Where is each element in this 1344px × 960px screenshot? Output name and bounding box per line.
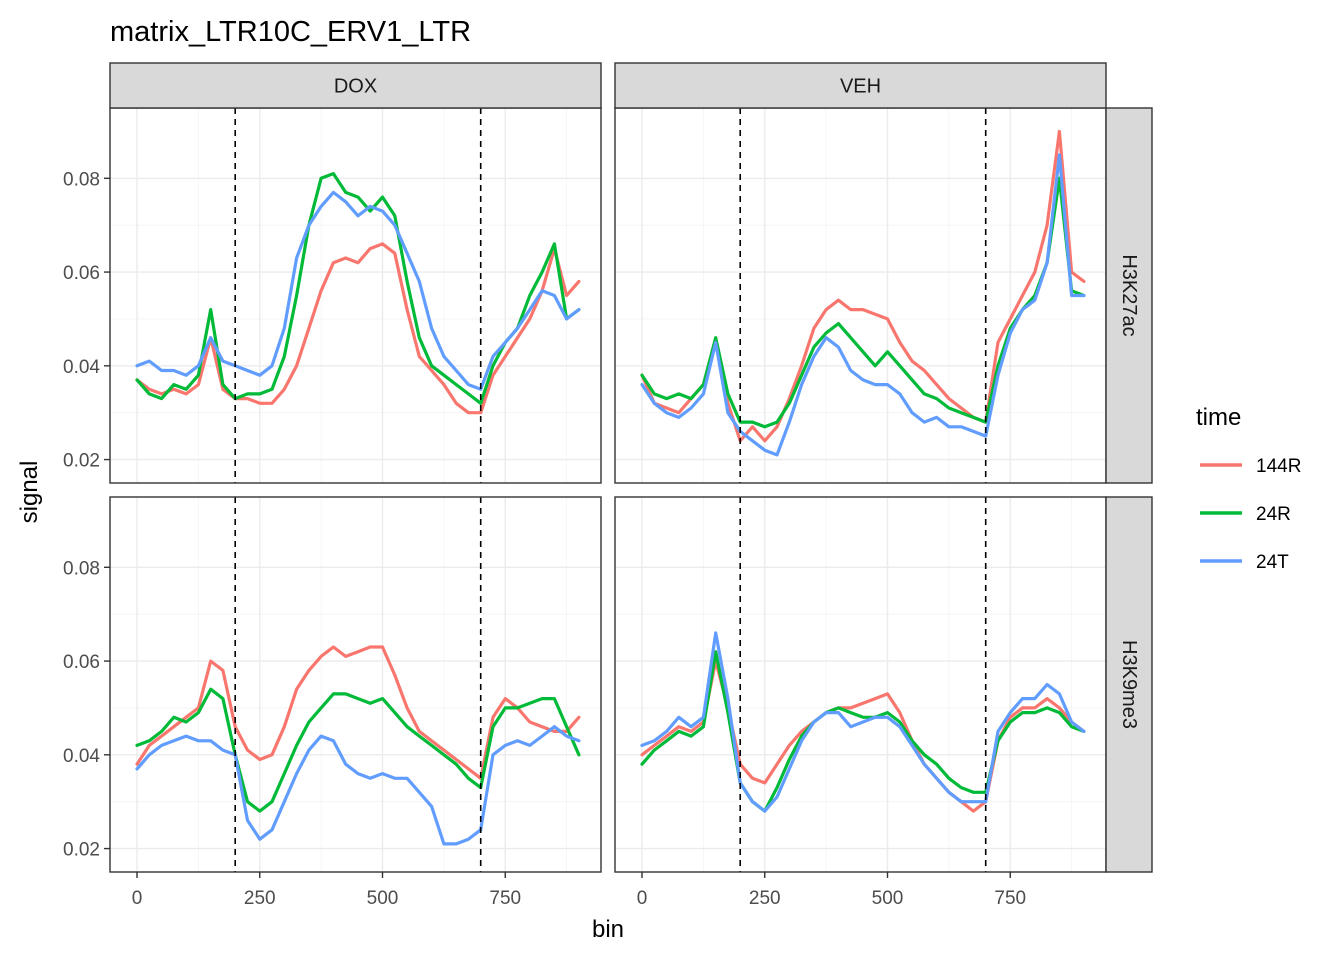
panel-dox-h3k9me3: 0.02 0.04 0.06 0.08 0 250 500 750	[63, 496, 602, 909]
strip-dox	[109, 62, 602, 109]
x-tick-label: 250	[749, 888, 781, 909]
y-tick-label: 0.06	[63, 652, 100, 673]
series-line-24t	[640, 631, 1086, 813]
x-tick-label: 0	[132, 888, 143, 909]
legend-label-144r: 144R	[1256, 456, 1301, 477]
series-line-24r	[640, 176, 1086, 429]
x-tick-label: 500	[367, 888, 399, 909]
series-line-24r	[640, 650, 1086, 813]
legend-label-24r: 24R	[1256, 504, 1291, 525]
x-axis-title: bin	[592, 916, 624, 943]
y-tick-label: 0.04	[63, 357, 100, 378]
y-tick-label: 0.02	[63, 451, 100, 472]
panel-background	[615, 108, 1106, 483]
series-line-144r	[135, 645, 581, 780]
strip-label-h3k9me3: H3K9me3	[1118, 640, 1140, 729]
panel-veh-h3k27ac: VEH H3K27ac	[614, 62, 1153, 484]
y-tick-label: 0.04	[63, 746, 100, 767]
legend: time 144R 24R 24T	[1196, 404, 1301, 573]
panel-background	[110, 108, 601, 483]
y-tick-label: 0.08	[63, 558, 100, 579]
y-axis-title: signal	[16, 461, 43, 524]
series-line-24t	[640, 153, 1086, 457]
strip-label-h3k27ac: H3K27ac	[1118, 254, 1140, 336]
strip-label-veh: VEH	[840, 76, 881, 98]
x-tick-label: 500	[872, 888, 904, 909]
x-tick-label: 0	[637, 888, 648, 909]
y-tick-label: 0.02	[63, 840, 100, 861]
chart-title: matrix_LTR10C_ERV1_LTR	[110, 16, 471, 48]
panel-dox-h3k27ac: DOX 0.02 0.04 0.06 0.08	[63, 62, 602, 484]
legend-label-24t: 24T	[1256, 552, 1289, 573]
strip-h3k9me3	[1105, 496, 1153, 873]
panel-background	[110, 497, 601, 872]
panel-veh-h3k9me3: H3K9me3 0 250 500 750	[614, 496, 1153, 909]
series-line-24r	[135, 687, 581, 813]
legend-title: time	[1196, 404, 1241, 431]
strip-h3k27ac	[1105, 107, 1153, 484]
strip-veh	[614, 62, 1107, 109]
panel-background	[615, 497, 1106, 872]
strip-label-dox: DOX	[334, 76, 377, 98]
x-tick-label: 750	[994, 888, 1026, 909]
panels-layer: DOX0.020.040.060.08VEHH3K27ac0.020.040.0…	[63, 62, 1153, 909]
series-line-24t	[135, 725, 581, 846]
x-tick-label: 250	[244, 888, 276, 909]
series-line-24t	[135, 190, 581, 391]
y-tick-label: 0.08	[63, 169, 100, 190]
panel-border	[109, 496, 602, 873]
x-tick-label: 750	[489, 888, 521, 909]
y-tick-label: 0.06	[63, 263, 100, 284]
